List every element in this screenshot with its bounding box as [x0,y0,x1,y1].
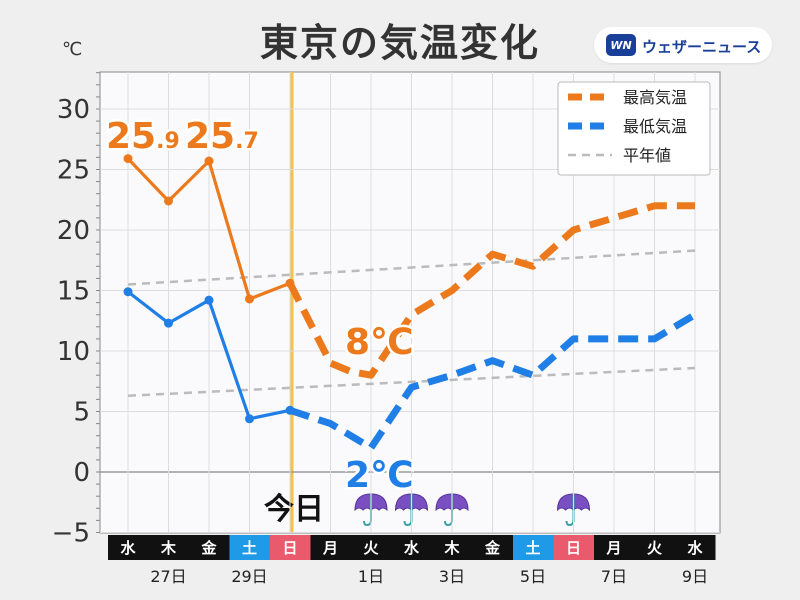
brand-badge: WN ウェザーニュース [594,27,772,63]
weekday-cell [270,535,311,560]
data-label: 8℃ [345,322,414,363]
date-label: 5日 [520,567,546,586]
max-forecast-line [286,202,695,379]
y-tick-label: 30 [57,95,90,125]
weekday-cell [472,535,513,560]
legend-label: 平年値 [623,146,671,165]
brand-name: ウェザーニュース [642,38,762,56]
normal-lines [127,249,696,398]
date-label: 27日 [150,567,186,586]
weekday-cell [432,535,473,560]
weekday-cell [229,535,270,560]
min-point [123,287,133,297]
max-point [123,154,133,164]
weekday-cell [351,535,392,560]
date-label: 29日 [231,567,267,586]
chart-title: 東京の気温変化 [259,21,540,65]
weekday-cell [634,535,675,560]
weekday-label: 火 [363,539,379,557]
weekday-label: 水 [120,539,136,557]
weekday-cell [391,535,432,560]
date-label: 9日 [682,567,708,586]
legend-box [557,81,711,176]
today-label: 今日 [264,492,324,527]
normal-line [127,249,696,286]
y-tick-label: 15 [57,277,90,307]
data-label: 25.9 [106,116,180,157]
data-label: 25.7 [185,116,259,157]
weekday-label: 木 [443,539,460,557]
y-tick-label: 10 [57,337,90,367]
y-tick-label: −5 [52,519,90,549]
date-label: 1日 [358,567,384,586]
weekday-label: 金 [200,539,217,557]
weekday-cell [594,535,635,560]
max-point [245,294,254,304]
min-point [164,318,173,328]
series-lines [123,154,697,452]
weekday-cell [675,535,716,560]
y-tick-label: 5 [73,398,90,428]
max-point [204,156,214,166]
weekday-cell [513,535,554,560]
legend-label: 最低気温 [623,117,687,136]
weekday-label: 月 [322,539,338,557]
min-point [245,414,254,424]
date-label: 7日 [601,567,627,586]
weekday-cell [553,535,594,560]
weekday-label: 土 [242,539,257,557]
weekday-label: 木 [160,539,177,557]
weekday-label: 火 [647,539,663,557]
max-point [164,196,173,206]
x-axis: 水 木 金 土 日 月 火 水 木 金 土 日 月 火 水 27日 29日 1日 3日 5日 7日 9日 [108,535,716,586]
weekday-label: 水 [404,539,420,557]
weekday-label: 月 [605,539,621,557]
y-tick-label: 25 [57,156,90,186]
min-forecast-line [288,311,697,452]
weekday-cell [189,535,230,560]
data-label: 2℃ [345,455,414,496]
y-tick-label: 0 [73,458,90,488]
y-axis: −5 0 5 10 15 20 25 30 ℃ [52,39,100,549]
weekday-cell [148,535,189,560]
weekday-cell [310,535,351,560]
y-unit-label: ℃ [62,39,82,60]
y-tick-label: 20 [57,216,90,246]
normal-line [127,366,696,398]
date-label: 3日 [439,567,465,586]
min-point [204,295,214,305]
weekday-label: 土 [525,539,540,557]
data-labels: 25.9 25.7 8℃ 2℃ [104,114,417,499]
weekday-label: 日 [566,539,581,557]
weekday-label: 水 [687,539,703,557]
brand-logo: WN [606,34,636,56]
weekday-cell [108,535,149,560]
legend-label: 最高気温 [623,88,687,107]
weekday-label: 日 [282,539,297,557]
weekday-label: 金 [484,539,501,557]
